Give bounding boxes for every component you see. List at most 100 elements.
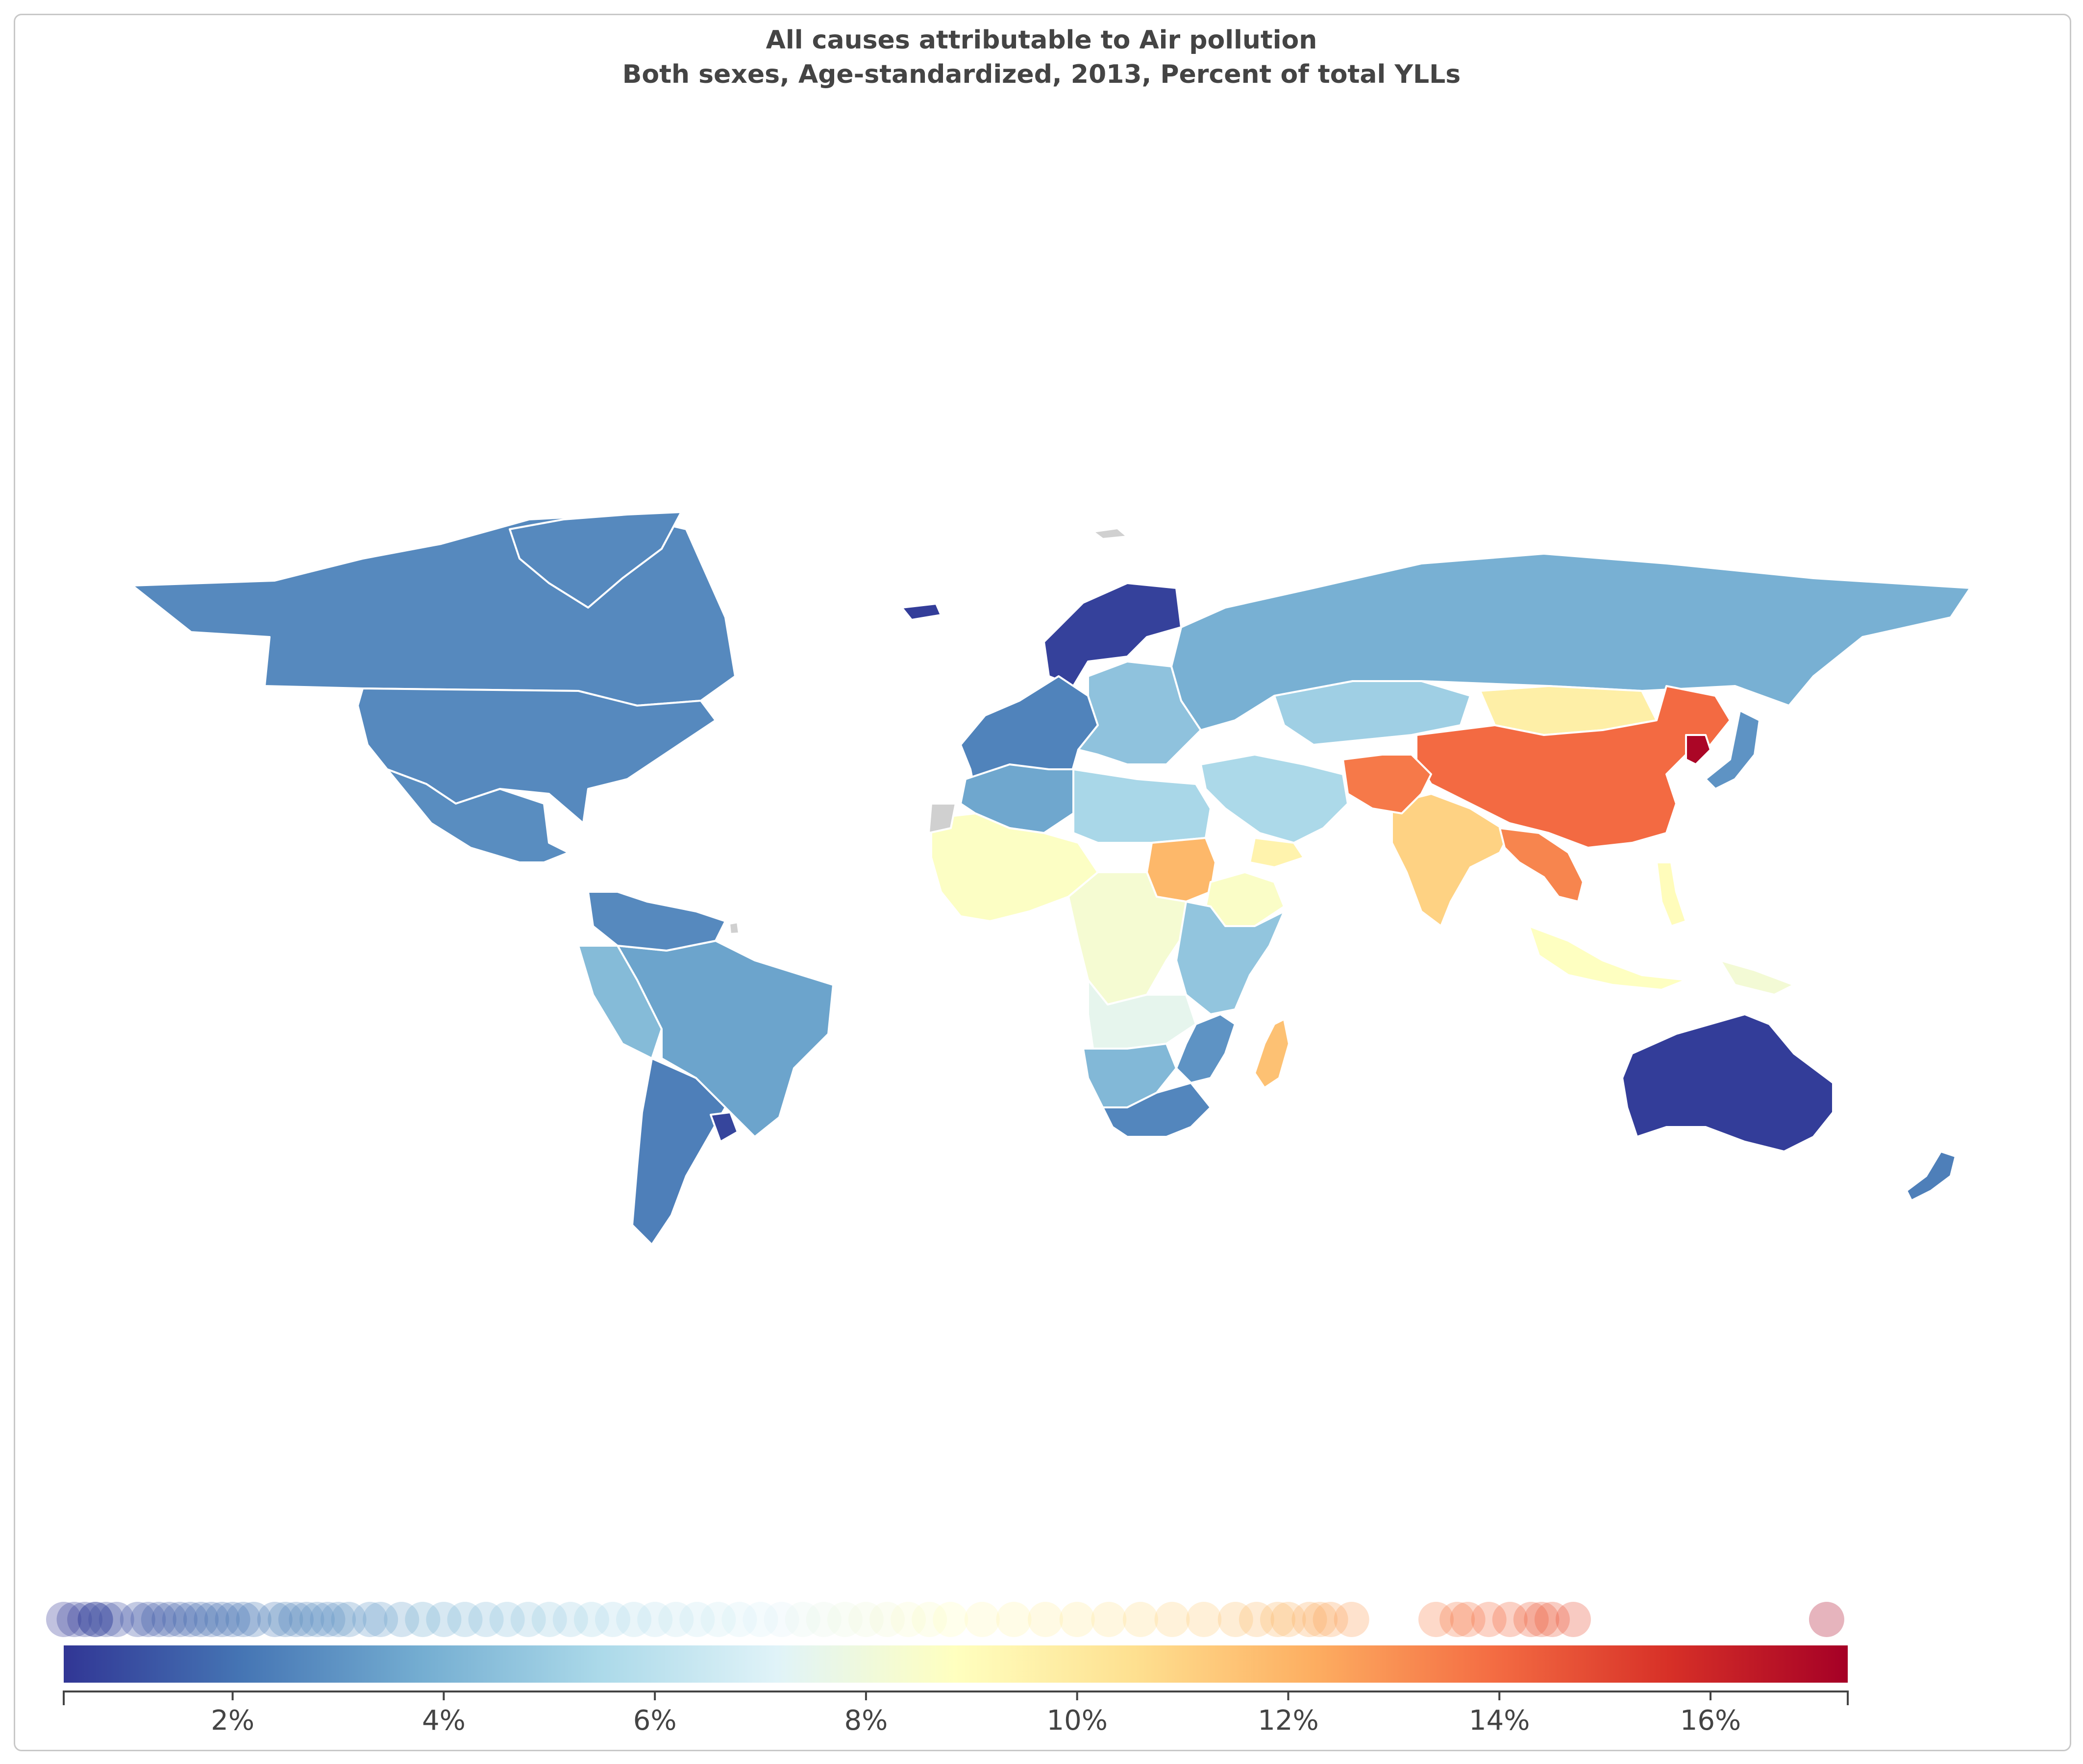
- region-iceland: [901, 603, 942, 621]
- distribution-dot: [679, 1602, 715, 1637]
- region-kazakhstan: [1273, 680, 1471, 746]
- distribution-dot: [658, 1602, 694, 1637]
- distribution-dot: [1439, 1602, 1475, 1637]
- distribution-dot: [1186, 1602, 1222, 1637]
- distribution-dot: [933, 1602, 968, 1637]
- distribution-dot: [1334, 1602, 1369, 1637]
- distribution-dot: [352, 1602, 388, 1637]
- distribution-dot: [1122, 1602, 1158, 1637]
- distribution-dot: [1418, 1602, 1454, 1637]
- region-uruguay: [710, 1111, 739, 1143]
- distribution-dot: [1217, 1602, 1253, 1637]
- region-mozambique: [1175, 1013, 1236, 1084]
- no-data-french-guiana: [728, 921, 740, 935]
- distribution-dot: [806, 1602, 842, 1637]
- distribution-dot: [236, 1602, 272, 1637]
- distribution-dot: [1028, 1602, 1064, 1637]
- distribution-dot: [595, 1602, 630, 1637]
- region-south-africa: [1102, 1082, 1212, 1138]
- distribution-dot: [700, 1602, 736, 1637]
- region-greenland: [509, 511, 682, 609]
- distribution-dot: [964, 1602, 1000, 1637]
- distribution-dot: [194, 1602, 229, 1637]
- tick-label: 2%: [211, 1705, 254, 1737]
- distribution-dot: [130, 1602, 166, 1637]
- region-new-zealand: [1906, 1151, 1957, 1201]
- distribution-dot: [384, 1602, 420, 1637]
- distribution-dot: [204, 1602, 240, 1637]
- distribution-dot: [88, 1602, 124, 1637]
- region-australia: [1621, 1013, 1834, 1152]
- distribution-dot: [1091, 1602, 1127, 1637]
- distribution-dot: [848, 1602, 884, 1637]
- distribution-dot: [321, 1602, 356, 1637]
- distribution-dot: [120, 1602, 155, 1637]
- distribution-dot: [289, 1602, 324, 1637]
- region-brazil: [617, 940, 834, 1138]
- distribution-dot: [331, 1602, 367, 1637]
- distribution-dot: [99, 1602, 134, 1637]
- distribution-dot: [77, 1602, 113, 1637]
- distribution-dot: [996, 1602, 1032, 1637]
- distribution-dot: [489, 1602, 525, 1637]
- region-middle-east: [1200, 754, 1349, 844]
- map-subtitle: Both sexes, Age-standardized, 2013, Perc…: [622, 60, 1461, 89]
- region-russia: [1170, 553, 1971, 731]
- region-indonesia: [1528, 925, 1687, 991]
- colorbar: [64, 1645, 1848, 1683]
- distribution-dot: [1302, 1602, 1338, 1637]
- tick-label: 16%: [1680, 1705, 1741, 1737]
- distribution-dot: [1492, 1602, 1528, 1637]
- tick-label: 8%: [844, 1705, 888, 1737]
- distribution-dot: [764, 1602, 799, 1637]
- distribution-dot: [1154, 1602, 1190, 1637]
- region-papua-new-guinea: [1719, 959, 1795, 996]
- distribution-dot: [912, 1602, 947, 1637]
- region-united-states: [357, 687, 717, 824]
- no-data-western-sahara: [928, 803, 957, 834]
- map-title: All causes attributable to Air pollution: [766, 25, 1317, 55]
- distribution-dot: [616, 1602, 652, 1637]
- distribution-dot: [1239, 1602, 1274, 1637]
- tick-label: 4%: [422, 1705, 466, 1737]
- distribution-dot: [1291, 1602, 1327, 1637]
- region-myanmar-laos-vietnam: [1499, 827, 1584, 903]
- distribution-dot: [405, 1602, 441, 1637]
- region-yemen: [1249, 837, 1305, 868]
- distribution-dot: [827, 1602, 863, 1637]
- distribution-dot: [869, 1602, 905, 1637]
- region-india: [1391, 793, 1511, 927]
- distribution-dot: [268, 1602, 303, 1637]
- distribution-dot: [1513, 1602, 1549, 1637]
- distribution-dot: [77, 1602, 113, 1637]
- distribution-dot: [1270, 1602, 1306, 1637]
- distribution-dot: [363, 1602, 398, 1637]
- region-angola-zambia: [1087, 979, 1197, 1050]
- region-colombia-venezuela: [587, 891, 726, 952]
- region-north-africa: [960, 763, 1074, 834]
- region-argentina: [631, 1057, 726, 1246]
- distribution-dot: [151, 1602, 187, 1637]
- distribution-dot: [552, 1602, 588, 1637]
- distribution-dot: [468, 1602, 504, 1637]
- distribution-dot: [573, 1602, 609, 1637]
- tick-label: 6%: [633, 1705, 677, 1737]
- region-east-africa: [1175, 901, 1285, 1015]
- distribution-dot: [1556, 1602, 1591, 1637]
- distribution-dot: [215, 1602, 250, 1637]
- distribution-dot: [510, 1602, 546, 1637]
- colorbar-axis: [63, 1690, 1849, 1705]
- distribution-dot: [46, 1602, 81, 1637]
- distribution-dot: [785, 1602, 820, 1637]
- distribution-dot: [891, 1602, 926, 1637]
- distribution-dot: [1534, 1602, 1570, 1637]
- distribution-dot: [1450, 1602, 1486, 1637]
- distribution-dot: [310, 1602, 346, 1637]
- distribution-dot: [299, 1602, 335, 1637]
- region-japan: [1705, 710, 1761, 790]
- tick-label: 12%: [1258, 1705, 1318, 1737]
- distribution-dot: [426, 1602, 462, 1637]
- distribution-dot: [1471, 1602, 1507, 1637]
- region-mexico: [386, 768, 570, 863]
- region-madagascar: [1254, 1018, 1290, 1089]
